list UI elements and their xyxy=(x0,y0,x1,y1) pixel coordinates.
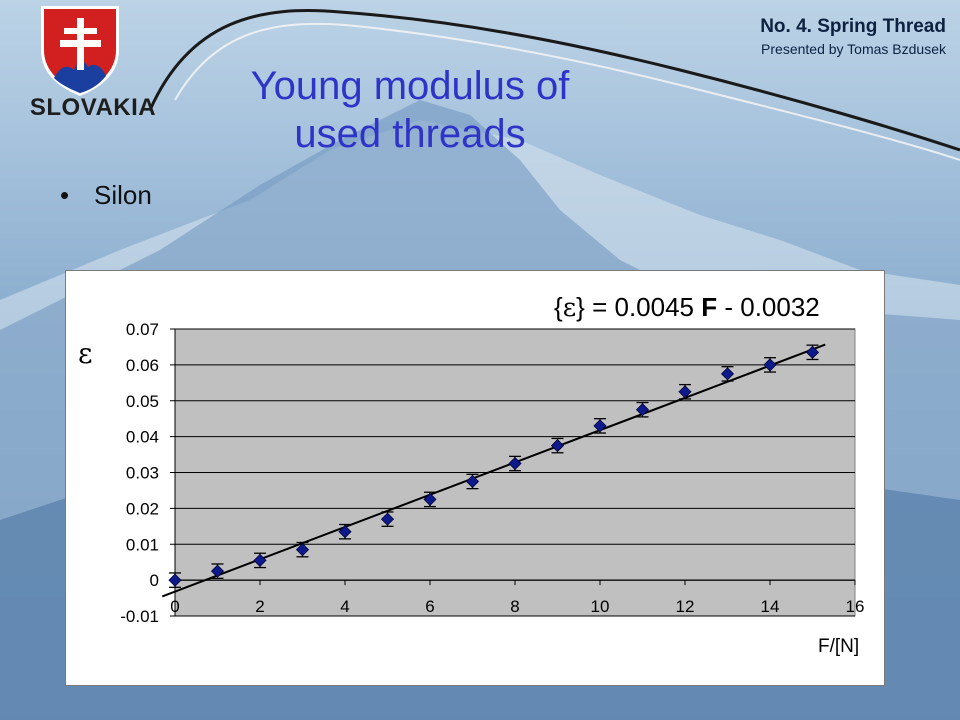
x-tick-labels: 0 2 4 6 8 10 12 14 16 xyxy=(170,597,864,616)
country-label: SLOVAKIA xyxy=(29,94,157,121)
diamond-marker xyxy=(338,525,352,539)
slide-title-line-2: used threads xyxy=(294,112,526,156)
x-tick-label: 10 xyxy=(591,597,610,616)
data-point xyxy=(465,473,480,490)
y-tick-label: 0.07 xyxy=(126,320,159,339)
data-point xyxy=(253,552,267,569)
equation-epsilon: ε xyxy=(563,293,576,323)
data-point xyxy=(210,563,225,579)
diamond-marker xyxy=(380,512,395,526)
talk-title: No. 4. Spring Thread xyxy=(760,16,946,37)
x-tick-label: 14 xyxy=(761,597,780,616)
data-point xyxy=(805,344,820,361)
x-tick-label: 0 xyxy=(170,597,179,616)
diamond-marker xyxy=(168,573,182,587)
diamond-marker xyxy=(763,358,777,372)
diamond-marker xyxy=(295,543,310,557)
equation-f: F xyxy=(701,292,717,322)
slide-title-line-1: Young modulus of xyxy=(250,64,570,108)
coat-of-arms-icon xyxy=(41,6,119,96)
data-point xyxy=(635,401,650,418)
y-tick-label: 0.02 xyxy=(126,499,159,518)
y-tick-label: 0.03 xyxy=(126,464,159,483)
equation-tail: - 0.0032 xyxy=(717,292,820,322)
diamond-marker xyxy=(720,367,735,381)
y-tick-label: 0 xyxy=(150,571,159,590)
diamond-marker xyxy=(678,385,692,399)
x-tick-label: 12 xyxy=(676,597,695,616)
data-point xyxy=(593,418,607,434)
y-tick-label: 0.05 xyxy=(126,392,159,411)
x-tick-label: 2 xyxy=(255,597,264,616)
y-tick-label: 0.06 xyxy=(126,356,159,375)
diamond-marker xyxy=(593,419,607,433)
y-axis-label: ε xyxy=(78,337,93,370)
diamond-marker xyxy=(550,439,565,453)
diamond-marker xyxy=(253,553,267,567)
bullet-text: Silon xyxy=(94,180,152,210)
x-tick-label: 16 xyxy=(846,597,865,616)
data-point xyxy=(550,437,565,454)
data-point xyxy=(508,455,522,472)
chart-container: -0.01 0 0.01 0.02 0.03 0.04 0.05 0.06 0.07 0 2 4 6 8… xyxy=(65,270,885,686)
data-point xyxy=(295,541,310,558)
axes xyxy=(174,329,856,616)
chart-svg: -0.01 0 0.01 0.02 0.03 0.04 0.05 0.06 0.07 0 2 4 6 8… xyxy=(78,292,864,657)
bullet-item: • Silon xyxy=(60,180,152,211)
equation-middle: } = 0.0045 xyxy=(576,292,701,322)
x-tick-label: 8 xyxy=(510,597,519,616)
data-points xyxy=(168,344,820,588)
equation-brace-open: { xyxy=(554,292,563,322)
x-tick-label: 6 xyxy=(425,597,434,616)
data-point xyxy=(763,357,777,373)
diamond-marker xyxy=(635,403,650,417)
presenter-label: Presented by Tomas Bzdusek xyxy=(761,41,946,57)
y-tick-label: 0.04 xyxy=(126,428,159,447)
bullet-dot: • xyxy=(60,180,70,210)
fit-line xyxy=(161,343,826,598)
diamond-marker xyxy=(210,564,225,578)
diamond-marker xyxy=(423,492,437,506)
x-tick-label: 4 xyxy=(340,597,349,616)
slovakia-emblem: SLOVAKIA xyxy=(8,4,168,124)
diamond-marker xyxy=(465,474,480,489)
presentation-header: No. 4. Spring Thread Presented by Tomas … xyxy=(760,16,946,57)
fit-equation: {ε} = 0.0045 F - 0.0032 xyxy=(554,292,820,323)
data-point xyxy=(380,511,395,527)
x-axis-label: F/[N] xyxy=(818,636,859,657)
diamond-marker xyxy=(508,456,522,471)
y-tick-label: 0.01 xyxy=(126,535,159,554)
y-tick-labels: -0.01 0 0.01 0.02 0.03 0.04 0.05 0.06 0.07 xyxy=(120,320,159,626)
diamond-marker xyxy=(805,345,820,359)
y-tick-label: -0.01 xyxy=(120,607,159,626)
data-point xyxy=(678,383,692,400)
data-point xyxy=(168,572,182,588)
data-point xyxy=(338,523,352,540)
data-point xyxy=(423,491,437,508)
slide-title: Young modulus of used threads xyxy=(190,62,630,158)
data-point xyxy=(720,366,735,382)
